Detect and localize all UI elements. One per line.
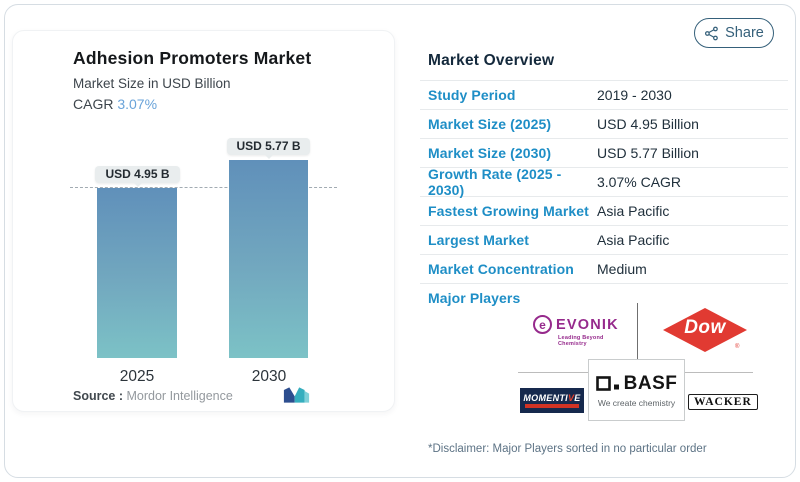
share-button[interactable]: Share xyxy=(694,18,774,48)
momentive-tagline-strip xyxy=(525,404,579,408)
overview-row-market-concentration: Market Concentration Medium xyxy=(420,254,788,283)
overview-row-market-size-2030: Market Size (2030) USD 5.77 Billion xyxy=(420,138,788,167)
source-row: Source : Mordor Intelligence xyxy=(73,389,233,403)
overview-row-study-period: Study Period 2019 - 2030 xyxy=(420,80,788,109)
basf-squares-icon xyxy=(595,376,619,391)
players-connector-vertical xyxy=(637,303,638,360)
evonik-circle-e-icon: e xyxy=(533,315,552,334)
momentive-logo: MOMENTIVE xyxy=(520,388,584,413)
overview-row-value: USD 5.77 Billion xyxy=(597,145,699,161)
dow-logo: Dow ® xyxy=(663,308,747,352)
mordor-intelligence-logo-icon xyxy=(283,386,310,409)
overview-row-major-players: Major Players xyxy=(420,283,788,312)
overview-row-value: 3.07% CAGR xyxy=(597,174,682,190)
overview-row-value: USD 4.95 Billion xyxy=(597,116,699,132)
overview-row-growth-rate: Growth Rate (2025 - 2030) 3.07% CAGR xyxy=(420,166,788,198)
bar-value-label-2025: USD 4.95 B xyxy=(95,166,180,187)
disclaimer-text: *Disclaimer: Major Players sorted in no … xyxy=(428,443,707,455)
share-button-label: Share xyxy=(725,25,764,41)
overview-row-label: Growth Rate (2025 - 2030) xyxy=(428,166,562,198)
overview-row-label: Market Size (2025) xyxy=(428,116,552,132)
wacker-logo: WACKER xyxy=(688,394,758,410)
cagr-value: 3.07% xyxy=(117,96,158,112)
overview-row-value: 2019 - 2030 xyxy=(597,87,672,103)
overview-row-fastest-growing: Fastest Growing Market Asia Pacific xyxy=(420,196,788,225)
overview-row-label: Market Concentration xyxy=(428,261,574,277)
overview-row-value: Asia Pacific xyxy=(597,232,670,248)
overview-row-value: Medium xyxy=(597,261,647,277)
chart-panel xyxy=(12,30,395,412)
cagr-label: CAGR xyxy=(73,96,114,112)
overview-row-label: Market Size (2030) xyxy=(428,145,552,161)
bar-value-label-2030: USD 5.77 B xyxy=(227,138,310,159)
dow-wordmark: Dow xyxy=(684,317,726,338)
bar-2025 xyxy=(97,188,177,358)
overview-row-label: Largest Market xyxy=(428,232,529,248)
chart-title: Adhesion Promoters Market xyxy=(73,48,312,68)
overview-row-market-size-2025: Market Size (2025) USD 4.95 Billion xyxy=(420,109,788,138)
share-nodes-icon xyxy=(704,26,719,41)
momentive-wordmark: MOMENTIVE xyxy=(523,393,581,403)
basf-wordmark: BASF xyxy=(623,372,678,394)
source-value: Mordor Intelligence xyxy=(126,389,233,403)
basf-tagline: We create chemistry xyxy=(597,397,676,408)
overview-row-largest-market: Largest Market Asia Pacific xyxy=(420,225,788,254)
overview-heading: Market Overview xyxy=(428,52,555,69)
dow-registered-mark: ® xyxy=(735,344,740,350)
overview-row-label: Study Period xyxy=(428,87,516,103)
evonik-tagline: Leading Beyond Chemistry xyxy=(558,335,604,347)
overview-table: Study Period 2019 - 2030 Market Size (20… xyxy=(420,80,788,312)
axis-tick-2025: 2025 xyxy=(119,368,155,385)
evonik-logo: e EVONIK Leading Beyond Chemistry xyxy=(533,315,625,347)
bar-2030 xyxy=(229,160,308,358)
reference-line xyxy=(70,187,337,189)
source-label: Source : xyxy=(73,389,124,403)
major-players-label: Major Players xyxy=(428,290,521,306)
dow-diamond-icon xyxy=(663,308,747,352)
axis-tick-2030: 2030 xyxy=(251,368,287,385)
overview-row-value: Asia Pacific xyxy=(597,203,670,219)
basf-logo: BASF We create chemistry xyxy=(588,359,685,421)
cagr-line: CAGR 3.07% xyxy=(73,96,157,112)
evonik-wordmark: EVONIK xyxy=(556,316,619,333)
chart-subtitle: Market Size in USD Billion xyxy=(73,76,231,91)
overview-row-label: Fastest Growing Market xyxy=(428,203,589,219)
